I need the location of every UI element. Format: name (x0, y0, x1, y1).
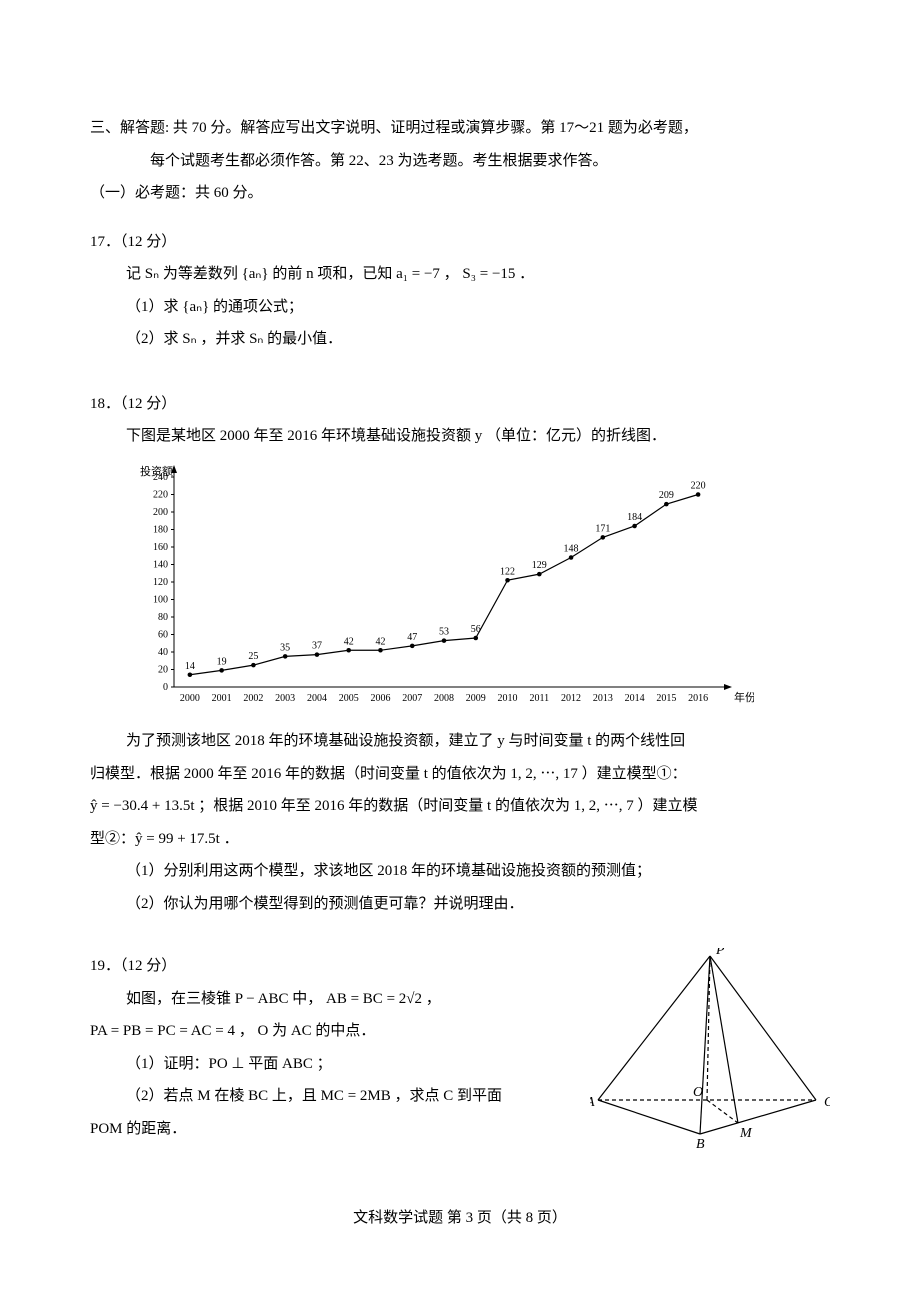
q18-body1: 为了预测该地区 2018 年的环境基础设施投资额，建立了 y 与时间变量 t 的… (90, 727, 830, 756)
svg-text:投资额: 投资额 (140, 464, 173, 478)
line-chart-svg: 020406080100120140160180200220240投资额年份20… (134, 459, 754, 711)
svg-text:160: 160 (153, 542, 168, 553)
svg-text:2000: 2000 (180, 693, 200, 704)
svg-text:C: C (824, 1095, 830, 1110)
svg-text:180: 180 (153, 524, 168, 535)
svg-text:42: 42 (344, 636, 354, 647)
svg-text:2011: 2011 (529, 693, 549, 704)
svg-text:2006: 2006 (370, 693, 390, 704)
svg-text:37: 37 (312, 640, 322, 651)
svg-text:年份: 年份 (734, 690, 754, 704)
q18-part2: （2）你认为用哪个模型得到的预测值更可靠？并说明理由． (90, 890, 830, 919)
question-17: 17．（12 分） 记 Sₙ 为等差数列 {aₙ} 的前 n 项和，已知 a₁ … (90, 228, 830, 354)
q18-number: 18．（12 分） (90, 390, 830, 419)
q17-part1: （1）求 {aₙ} 的通项公式； (90, 293, 830, 322)
svg-text:B: B (696, 1137, 705, 1148)
svg-text:56: 56 (471, 624, 481, 635)
tetrahedron-svg: P A B C O M (590, 948, 830, 1148)
svg-text:35: 35 (280, 642, 290, 653)
q19-diagram: P A B C O M (590, 948, 830, 1159)
svg-text:148: 148 (564, 543, 579, 554)
svg-text:2003: 2003 (275, 693, 295, 704)
question-19: 19．（12 分） 如图，在三棱锥 P − ABC 中， AB = BC = 2… (90, 948, 830, 1159)
svg-text:2016: 2016 (688, 693, 708, 704)
svg-text:2007: 2007 (402, 693, 422, 704)
svg-text:20: 20 (158, 664, 168, 675)
q17-body: 记 Sₙ 为等差数列 {aₙ} 的前 n 项和，已知 a₁ = −7 ， S₃ … (90, 260, 830, 289)
svg-text:47: 47 (407, 631, 417, 642)
page: 三、解答题: 共 70 分。解答应写出文字说明、证明过程或演算步骤。第 17～2… (0, 0, 920, 1302)
svg-text:200: 200 (153, 507, 168, 518)
svg-text:19: 19 (217, 656, 227, 667)
svg-text:2015: 2015 (656, 693, 676, 704)
q19-l2: PA = PB = PC = AC = 4 ， O 为 AC 的中点． (90, 1017, 590, 1046)
q18-body3: ŷ = −30.4 + 13.5t ；根据 2010 年至 2016 年的数据（… (90, 792, 830, 821)
svg-text:184: 184 (627, 512, 642, 523)
q19-p1: （1）证明：PO ⊥ 平面 ABC ； (90, 1050, 590, 1079)
svg-text:80: 80 (158, 612, 168, 623)
svg-text:140: 140 (153, 559, 168, 570)
svg-text:120: 120 (153, 577, 168, 588)
section-sub: （一）必考题：共 60 分。 (90, 179, 830, 208)
q18-intro: 下图是某地区 2000 年至 2016 年环境基础设施投资额 y （单位：亿元）… (90, 422, 830, 451)
section-heading-l1: 三、解答题: 共 70 分。解答应写出文字说明、证明过程或演算步骤。第 17～2… (90, 114, 830, 143)
svg-text:60: 60 (158, 629, 168, 640)
svg-text:M: M (739, 1126, 753, 1141)
q19-p2b: POM 的距离． (90, 1115, 590, 1144)
svg-text:14: 14 (185, 660, 195, 671)
svg-text:220: 220 (691, 480, 706, 491)
q19-number: 19．（12 分） (90, 952, 590, 981)
svg-text:53: 53 (439, 626, 449, 637)
svg-text:40: 40 (158, 647, 168, 658)
section-heading-l2: 每个试题考生都必须作答。第 22、23 为选考题。考生根据要求作答。 (90, 147, 830, 176)
svg-text:2008: 2008 (434, 693, 454, 704)
svg-text:209: 209 (659, 490, 674, 501)
svg-text:171: 171 (595, 523, 610, 534)
svg-text:O: O (693, 1085, 703, 1100)
svg-text:2005: 2005 (339, 693, 359, 704)
svg-text:2013: 2013 (593, 693, 613, 704)
svg-text:0: 0 (163, 682, 168, 693)
q19-p2: （2）若点 M 在棱 BC 上，且 MC = 2MB ，求点 C 到平面 (90, 1082, 590, 1111)
svg-text:220: 220 (153, 489, 168, 500)
svg-text:2009: 2009 (466, 693, 486, 704)
svg-text:25: 25 (248, 651, 258, 662)
svg-text:2010: 2010 (498, 693, 518, 704)
q18-body4: 型②：ŷ = 99 + 17.5t ． (90, 825, 830, 854)
q19-text: 19．（12 分） 如图，在三棱锥 P − ABC 中， AB = BC = 2… (90, 948, 590, 1147)
q18-body2: 归模型．根据 2000 年至 2016 年的数据（时间变量 t 的值依次为 1,… (90, 760, 830, 789)
q19-l1: 如图，在三棱锥 P − ABC 中， AB = BC = 2√2 ， (90, 985, 590, 1014)
svg-text:129: 129 (532, 560, 547, 571)
svg-text:2001: 2001 (212, 693, 232, 704)
svg-text:2012: 2012 (561, 693, 581, 704)
svg-text:2004: 2004 (307, 693, 327, 704)
q18-part1: （1）分别利用这两个模型，求该地区 2018 年的环境基础设施投资额的预测值； (90, 857, 830, 886)
svg-text:2002: 2002 (243, 693, 263, 704)
question-18: 18．（12 分） 下图是某地区 2000 年至 2016 年环境基础设施投资额… (90, 390, 830, 919)
svg-text:100: 100 (153, 594, 168, 605)
svg-text:42: 42 (375, 636, 385, 647)
svg-text:122: 122 (500, 566, 515, 577)
q17-part2: （2）求 Sₙ ，并求 Sₙ 的最小值． (90, 325, 830, 354)
svg-text:P: P (715, 948, 725, 958)
svg-text:A: A (590, 1095, 595, 1110)
page-footer: 文科数学试题 第 3 页（共 8 页） (90, 1204, 830, 1233)
q18-chart: 020406080100120140160180200220240投资额年份20… (134, 459, 830, 722)
q17-number: 17．（12 分） (90, 228, 830, 257)
svg-text:2014: 2014 (625, 693, 645, 704)
